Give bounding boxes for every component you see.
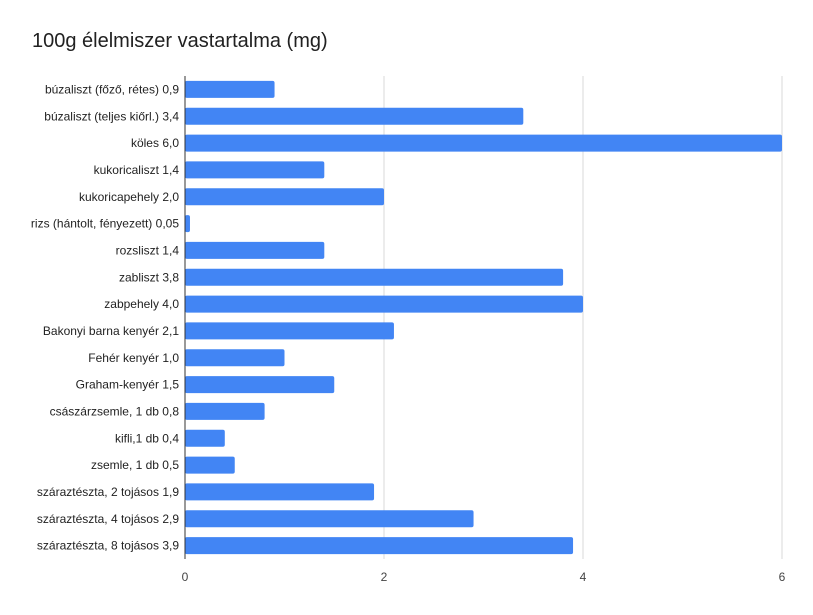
bar [185,161,325,179]
bar [185,322,394,340]
bar [185,188,384,206]
category-label: búzaliszt (főző, rétes) 0,9 [45,82,179,96]
bar [185,268,564,286]
bar [185,107,524,125]
bar [185,80,275,98]
chart-title: 100g élelmiszer vastartalma (mg) [32,30,328,52]
bars [185,80,782,555]
category-label: kukoricaliszt 1,4 [94,163,180,177]
category-labels: búzaliszt (főző, rétes) 0,9 búzaliszt (te… [31,82,179,552]
gridlines [383,76,783,559]
x-tick-label: 0 [182,570,189,584]
bar [185,402,265,420]
bar [185,376,335,394]
category-label: császárzsemle, 1 db 0,8 [50,404,180,418]
category-label: kifli,1 db 0,4 [115,431,179,445]
category-label: száraztészta, 4 tojásos 2,9 [37,512,179,526]
x-tick-label: 4 [580,570,587,584]
category-label: rizs (hántolt, fényezett) 0,05 [31,217,179,231]
bar [185,456,235,474]
category-label: száraztészta, 8 tojásos 3,9 [37,539,179,553]
bar [185,349,285,367]
category-label: rozsliszt 1,4 [116,243,180,257]
bar [185,241,325,259]
bar [185,215,190,233]
category-label: Fehér kenyér 1,0 [88,351,179,365]
category-label: Graham-kenyér 1,5 [76,378,180,392]
category-label: köles 6,0 [131,136,179,150]
bar [185,510,474,528]
category-label: zsemle, 1 db 0,5 [91,458,179,472]
x-tick-label: 6 [779,570,786,584]
category-label: Bakonyi barna kenyér 2,1 [43,324,179,338]
tick-labels: 0 2 4 6 [182,570,786,584]
bar [185,295,583,313]
category-label: búzaliszt (teljes kiőrl.) 3,4 [44,109,179,123]
bar [185,537,574,555]
bar [185,134,782,152]
category-label: száraztészta, 2 tojásos 1,9 [37,485,179,499]
bar [185,483,375,501]
category-label: zabliszt 3,8 [119,270,179,284]
category-label: zabpehely 4,0 [104,297,179,311]
x-tick-label: 2 [381,570,388,584]
bar [185,429,225,447]
category-label: kukoricapehely 2,0 [79,190,179,204]
